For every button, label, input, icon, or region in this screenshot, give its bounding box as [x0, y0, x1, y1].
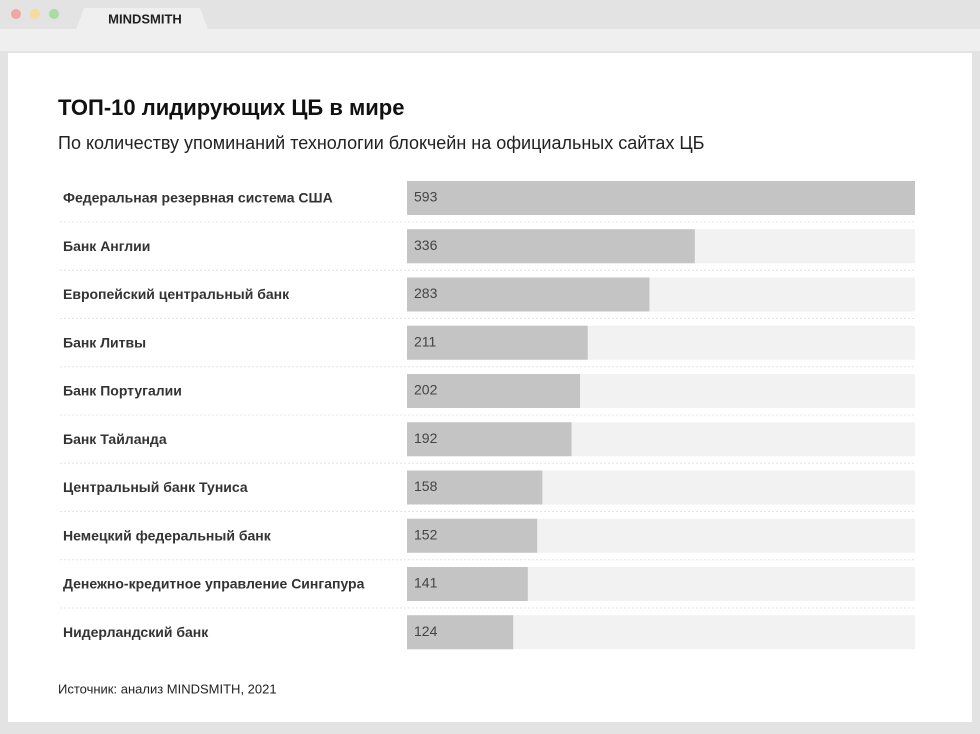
source: Источник: анализ MINDSMITH, 2021 [58, 681, 277, 696]
bar [407, 567, 528, 601]
category-label: Федеральная резервная система США [63, 190, 333, 206]
category-label: Банк Англии [63, 238, 150, 254]
category-label: Банк Португалии [63, 383, 182, 399]
bar [407, 470, 543, 505]
chart-title: ТОП-10 лидирующих ЦБ в мире [58, 95, 404, 120]
value-label: 593 [414, 189, 438, 205]
value-label: 192 [414, 430, 438, 446]
value-label: 158 [414, 478, 438, 494]
value-label: 336 [414, 237, 438, 253]
category-label: Центральный банк Туниса [63, 479, 248, 495]
value-label: 211 [414, 333, 437, 349]
bar [407, 277, 650, 312]
chart-subtitle: По количеству упоминаний технологии блок… [58, 133, 704, 153]
bar [407, 615, 514, 650]
value-label: 202 [414, 382, 438, 398]
category-label: Банк Тайланда [63, 431, 167, 447]
value-label: 141 [414, 575, 438, 591]
category-label: Денежно-кредитное управление Сингапура [63, 576, 365, 592]
category-label: Банк Литвы [63, 334, 146, 350]
bar [407, 422, 572, 457]
minimize-dot[interactable] [30, 9, 40, 19]
value-label: 124 [414, 623, 438, 639]
maximize-dot[interactable] [49, 9, 59, 19]
toolbar [0, 29, 980, 51]
bars: Федеральная резервная система США 593 Банк… [60, 181, 915, 650]
value-label: 152 [414, 526, 438, 542]
category-label: Европейский центральный банк [63, 286, 290, 302]
category-label: Нидерландский банк [63, 624, 209, 640]
bar [407, 325, 588, 360]
value-label: 283 [414, 285, 438, 301]
category-label: Немецкий федеральный банк [63, 527, 272, 543]
close-dot[interactable] [11, 9, 21, 19]
tab-title: MINDSMITH [108, 11, 182, 26]
tab[interactable] [76, 8, 208, 30]
bar [407, 374, 581, 408]
bar [407, 518, 538, 553]
bar [407, 229, 695, 264]
bar [407, 181, 915, 215]
